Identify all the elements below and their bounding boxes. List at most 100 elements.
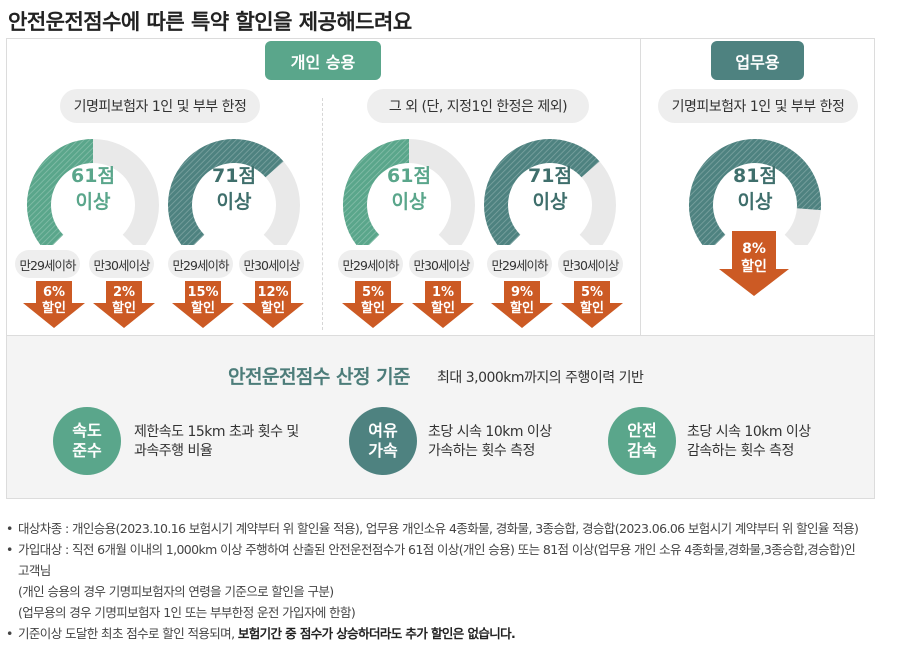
desc-line: 과속주행 비율 <box>134 443 213 459</box>
arrow-down-icon <box>719 231 789 296</box>
note-text: (개인 승용의 경우 기명피보험자의 연령을 기준으로 할인을 구분) <box>18 584 334 599</box>
gauge-fill <box>27 139 94 245</box>
gauge-fill <box>689 139 821 245</box>
gauge-arc <box>484 139 616 245</box>
note-item: • 가입대상 : 직전 6개월 이내의 1,000km 이상 주행하여 산출된 안… <box>6 539 896 623</box>
tab-personal: 개인 승용 <box>265 41 381 80</box>
gauge-suffix: 이상 <box>391 191 427 213</box>
age-label: 만30세이상 <box>409 250 474 278</box>
discount-percent: 2% <box>112 285 136 300</box>
desc-line: 감속하는 횟수 측정 <box>687 443 794 459</box>
arrow-down-icon <box>561 281 623 328</box>
discount-percent: 15% <box>187 285 219 300</box>
note-text: 가입대상 : 직전 6개월 이내의 1,000km 이상 주행하여 산출된 안전… <box>18 542 856 557</box>
page-title: 안전운전점수에 따른 특약 할인을 제공해드려요 <box>8 10 412 34</box>
discount-unit: 할인 <box>191 301 215 316</box>
badge-line: 속도 <box>72 421 102 440</box>
criteria-panel <box>7 335 874 498</box>
note-text-bold: 보험기간 중 점수가 상승하더라도 추가 할인은 없습니다. <box>237 626 516 641</box>
criteria-badge-accel: 여유 가속 <box>349 407 417 475</box>
note-text: 기준이상 도달한 최초 점수로 할인 적용되며, <box>18 626 238 641</box>
arrow-down-icon <box>242 281 304 328</box>
discount-unit: 할인 <box>112 301 136 316</box>
age-label: 만29세이하 <box>338 250 403 278</box>
note-item: • 기준이상 도달한 최초 점수로 할인 적용되며, 보험기간 중 점수가 상승하… <box>6 623 896 644</box>
desc-line: 제한속도 15km 초과 횟수 및 <box>134 424 299 440</box>
gauge-arc <box>689 139 821 245</box>
gauge-suffix: 이상 <box>216 191 252 213</box>
note-text: 대상차종 : 개인승용(2023.10.16 보험시기 계약부터 위 할인율 적… <box>18 521 859 536</box>
gauge-arc <box>168 139 300 245</box>
gauge-fill <box>484 139 600 245</box>
discount-percent: 1% <box>431 285 455 300</box>
arrow-down-icon <box>412 281 474 328</box>
group-label-business: 기명피보험자 1인 및 부부 한정 <box>658 89 858 123</box>
badge-line: 안전 <box>627 421 657 440</box>
discount-percent: 5% <box>580 285 604 300</box>
discount-arrow: 15% 할인 <box>171 281 235 333</box>
gauge-suffix: 이상 <box>532 191 568 213</box>
desc-line: 초당 시속 10km 이상 <box>428 424 552 440</box>
gauge-score: 61점 <box>71 165 115 187</box>
group-divider <box>322 98 323 330</box>
arrow-down-icon <box>23 281 85 328</box>
age-label: 만30세이상 <box>558 250 623 278</box>
gauge-personal-couple-61: 61점 이상 <box>26 135 160 245</box>
discount-arrow: 12% 할인 <box>241 281 305 333</box>
note-text: 고객님 <box>18 563 51 578</box>
gauge-arc <box>343 139 475 245</box>
criteria-badge-speed: 속도 준수 <box>53 407 121 475</box>
discount-arrow: 6% 할인 <box>22 281 86 333</box>
discount-percent: 5% <box>361 285 385 300</box>
section-divider <box>640 38 641 335</box>
gauge-score: 71점 <box>528 165 572 187</box>
gauge-fill <box>168 139 284 245</box>
arrow-down-icon <box>93 281 155 328</box>
age-label: 만30세이상 <box>239 250 304 278</box>
discount-percent: 12% <box>257 285 289 300</box>
bullet-icon: • <box>6 521 13 536</box>
discount-arrow: 5% 할인 <box>560 281 624 333</box>
gauge-personal-others-61: 61점 이상 <box>342 135 476 245</box>
age-label: 만29세이하 <box>15 250 80 278</box>
gauge-arc <box>27 139 159 245</box>
discount-percent: 6% <box>42 285 66 300</box>
gauge-score: 71점 <box>212 165 256 187</box>
age-label: 만30세이상 <box>89 250 154 278</box>
bullet-icon: • <box>6 542 13 557</box>
desc-line: 가속하는 횟수 측정 <box>428 443 535 459</box>
desc-line: 초당 시속 10km 이상 <box>687 424 811 440</box>
discount-unit: 할인 <box>431 301 455 316</box>
arrow-down-icon <box>342 281 404 328</box>
badge-line: 여유 <box>368 421 398 440</box>
discount-arrow-business: 8% 할인 <box>718 231 790 301</box>
discount-unit: 할인 <box>741 259 767 275</box>
arrow-down-icon <box>491 281 553 328</box>
discount-unit: 할인 <box>361 301 385 316</box>
discount-arrow: 1% 할인 <box>411 281 475 333</box>
discount-arrow: 2% 할인 <box>92 281 156 333</box>
discount-unit: 할인 <box>510 301 534 316</box>
age-label: 만29세이하 <box>168 250 233 278</box>
badge-line: 감속 <box>627 441 657 460</box>
discount-arrow: 9% 할인 <box>490 281 554 333</box>
discount-unit: 할인 <box>580 301 604 316</box>
group-label-couple: 기명피보험자 1인 및 부부 한정 <box>60 89 260 123</box>
criteria-title: 안전운전점수 산정 기준 <box>228 366 411 388</box>
badge-line: 가속 <box>368 441 398 460</box>
criteria-subtitle: 최대 3,000km까지의 주행이력 기반 <box>437 370 644 386</box>
discount-unit: 할인 <box>261 301 285 316</box>
gauge-fill <box>343 139 410 245</box>
tab-business: 업무용 <box>711 41 804 80</box>
arrow-down-icon <box>172 281 234 328</box>
gauge-suffix: 이상 <box>737 191 773 213</box>
notes-list: • 대상차종 : 개인승용(2023.10.16 보험시기 계약부터 위 할인율 … <box>6 518 896 644</box>
bullet-icon: • <box>6 626 13 641</box>
note-item: • 대상차종 : 개인승용(2023.10.16 보험시기 계약부터 위 할인율 … <box>6 518 896 539</box>
gauge-score: 81점 <box>733 165 777 187</box>
badge-line: 준수 <box>72 441 102 460</box>
